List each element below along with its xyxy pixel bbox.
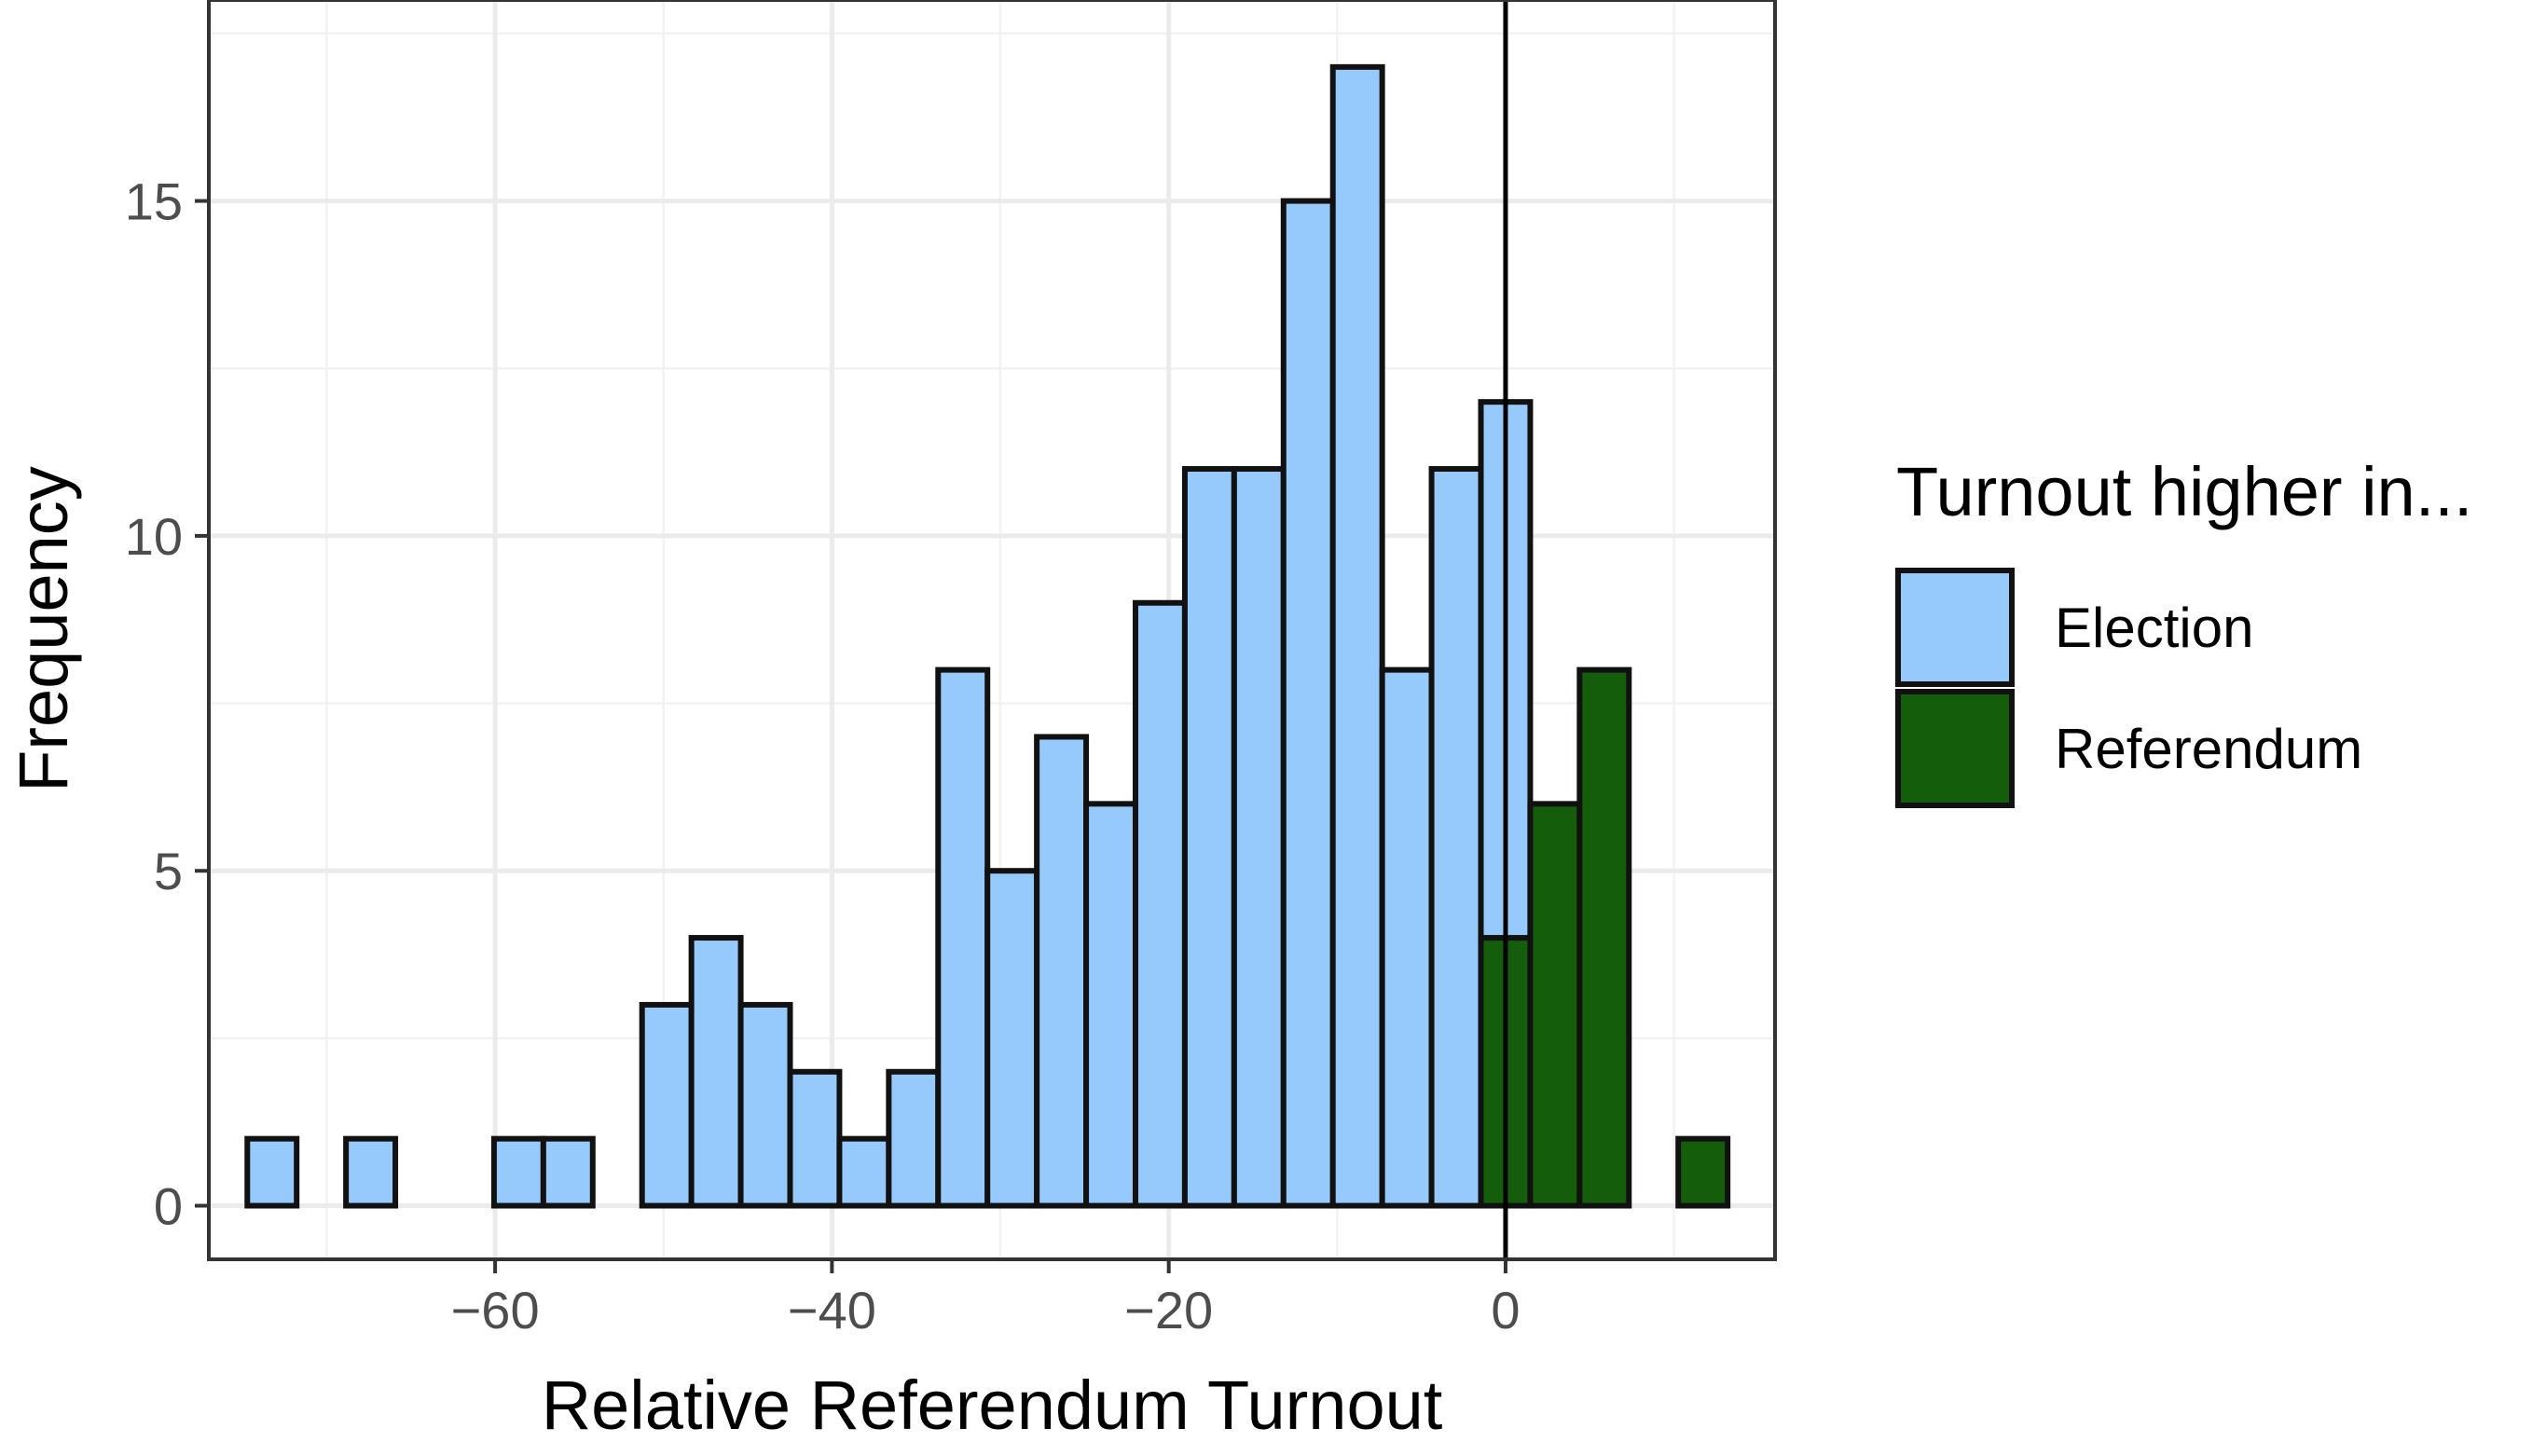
y-tick-label: 5 <box>154 842 183 900</box>
legend: Turnout higher in... Election Referendum <box>1895 453 2472 808</box>
histogram-bar-election <box>984 868 1040 1209</box>
legend-entries: Election Referendum <box>1895 568 2362 808</box>
histogram-bar-election <box>1181 466 1237 1209</box>
histogram-bar-election <box>688 935 744 1209</box>
histogram-bar-referendum <box>1675 1135 1731 1209</box>
histogram-bar-referendum <box>1527 801 1583 1209</box>
histogram-bar-election <box>1034 734 1090 1209</box>
histogram-bar-election <box>1329 63 1385 1209</box>
histogram-bar-election <box>1083 801 1138 1209</box>
y-axis: 0 5 10 15 <box>125 172 209 1236</box>
histogram-bar-election <box>1379 666 1435 1209</box>
x-tick-label: −60 <box>451 1281 540 1339</box>
x-tick-label: 0 <box>1491 1281 1520 1339</box>
legend-label-election: Election <box>2055 597 2253 659</box>
histogram-bar-election <box>540 1135 596 1209</box>
histogram-bar-referendum <box>1576 666 1632 1209</box>
panel-border <box>207 0 1777 1261</box>
x-tick-label: −20 <box>1124 1281 1213 1339</box>
histogram-bar-election <box>1133 599 1188 1209</box>
y-tick-label: 10 <box>125 507 183 566</box>
histogram-bar-election <box>490 1135 546 1209</box>
y-axis-title: Frequency <box>5 466 82 792</box>
histogram-bar-election <box>935 666 991 1209</box>
legend-label-referendum: Referendum <box>2055 718 2362 780</box>
y-tick-label: 0 <box>154 1177 183 1236</box>
histogram-bar-election <box>244 1135 300 1209</box>
legend-key-election <box>1895 568 2015 687</box>
histogram-bar-election <box>836 1135 892 1209</box>
histogram-bars <box>244 63 1731 1209</box>
histogram-bar-election <box>787 1068 843 1209</box>
histogram-bar-election <box>1428 466 1484 1209</box>
y-tick-label: 15 <box>125 172 183 231</box>
x-axis: −60 −40 −20 0 <box>451 1259 1521 1339</box>
x-axis-title: Relative Referendum Turnout <box>542 1367 1443 1444</box>
histogram-bar-election <box>343 1135 399 1209</box>
x-tick-label: −40 <box>788 1281 876 1339</box>
histogram-bar-election <box>886 1068 942 1209</box>
legend-key-referendum <box>1895 689 2015 808</box>
histogram-bar-election <box>639 1001 695 1209</box>
histogram-bar-election <box>1280 198 1336 1209</box>
histogram-bar-election <box>1231 466 1287 1209</box>
histogram-bar-election <box>737 1001 793 1209</box>
legend-title: Turnout higher in... <box>1896 453 2472 530</box>
